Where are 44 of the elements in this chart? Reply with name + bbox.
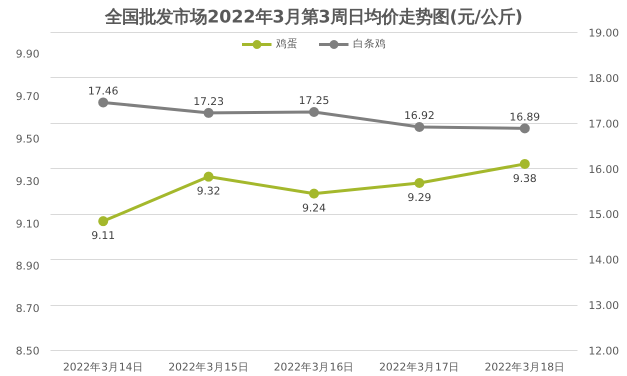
point (520, 158, 530, 169)
point (414, 122, 424, 132)
y2-tick-label: 13.00 (588, 299, 620, 312)
point (98, 216, 108, 226)
y2-tick-label: 18.00 (588, 72, 620, 85)
data-label: 9.24 (302, 202, 326, 215)
x-tick-label: 2022年3月17日 (379, 360, 460, 374)
y-tick-label: 9.10 (16, 217, 40, 230)
y-tick-label: 8.90 (16, 260, 40, 273)
y2-tick-label: 16.00 (588, 162, 620, 176)
point (414, 178, 424, 188)
point (309, 107, 319, 117)
x-tick-label: 2022年3月15日 (168, 360, 249, 374)
x-tick-label: 2022年3月14日 (62, 360, 144, 374)
x-tick-label: 2022年3月18日 (484, 360, 566, 374)
legend-label: 鸡蛋 (276, 37, 298, 51)
x-tick-label: 2022年3月16日 (274, 360, 354, 374)
legend-label: 白条鸡 (353, 37, 386, 51)
data-label: 9.29 (408, 191, 432, 204)
y2-tick-label: 12.00 (588, 344, 620, 358)
data-label: 17.23 (193, 94, 224, 108)
y-tick-label: 8.50 (16, 344, 40, 358)
y2-tick-label: 19.00 (588, 26, 620, 40)
y2-tick-label: 15.00 (588, 208, 620, 222)
data-label: 17.25 (298, 94, 330, 107)
data-label: 16.89 (510, 110, 540, 124)
y-tick-label: 8.70 (16, 302, 40, 316)
data-label: 9.32 (196, 184, 220, 198)
point (520, 123, 530, 134)
data-label: 17.46 (88, 84, 119, 98)
y-tick-label: 9.30 (16, 174, 40, 188)
y-tick-label: 9.90 (16, 48, 40, 61)
y-tick-label: 9.70 (16, 90, 40, 104)
data-label: 9.38 (512, 172, 537, 185)
data-label: 16.92 (404, 108, 435, 122)
data-label: 9.11 (91, 229, 116, 242)
point (98, 97, 108, 108)
chart-title: 全国批发市场2022年3月第3周日均价走势图(元/公斤) (104, 8, 523, 28)
point (204, 108, 214, 118)
point (204, 172, 214, 182)
point (309, 188, 319, 199)
y2-tick-label: 14.00 (588, 254, 620, 267)
y-tick-label: 9.50 (16, 132, 40, 146)
y2-tick-label: 17.00 (588, 117, 620, 130)
